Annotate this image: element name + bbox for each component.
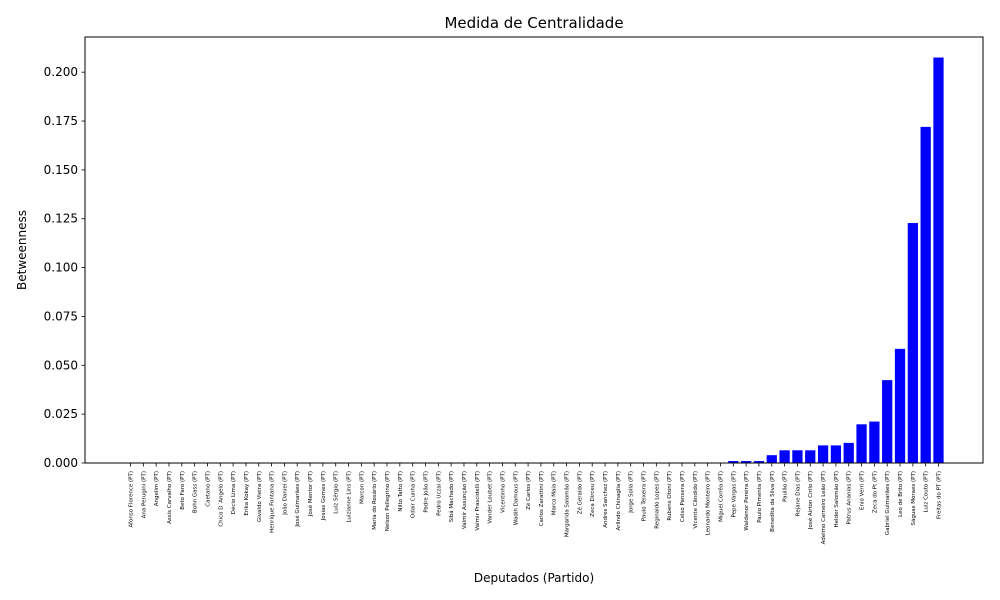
x-tick-label: Leonardo Monteiro (PT) (706, 471, 712, 535)
x-tick-label: Leo de Brito (PT) (898, 471, 904, 517)
bar (907, 223, 918, 463)
x-tick-label: Vander Loubet (PT) (488, 471, 494, 524)
x-tick-label: Assis Carvalho (PT) (167, 471, 173, 524)
x-tick-label: Nelson Pellegrino (PT) (385, 471, 391, 531)
x-axis-label: Deputados (Partido) (474, 571, 594, 585)
x-tick-label: Miguel Corrêa (PT) (717, 471, 724, 522)
x-tick-label: Rejane Dias (PT) (795, 471, 801, 516)
x-tick-label: Sibá Machado (PT) (448, 471, 455, 522)
x-tick-label: João Daniel (PT) (282, 471, 288, 516)
bar (933, 57, 944, 464)
y-tick-label: 0.175 (44, 114, 78, 128)
x-tick-label: Padre João (PT) (423, 471, 429, 513)
x-tick-label: Ságuas Moraes (PT) (910, 471, 917, 526)
x-tick-label: Maria do Rosário (PT) (371, 471, 378, 530)
x-tick-label: Josias Gomes (PT) (321, 471, 327, 521)
x-tick-label: Marcon (PT) (359, 471, 365, 504)
x-tick-label: Carlos Zarattini (PT) (539, 471, 545, 526)
x-tick-label: Freitas do PT (PT) (937, 471, 943, 519)
x-tick-label: Valmir Assunção (PT) (462, 471, 468, 529)
x-tick-label: Angelim (PT) (154, 471, 160, 506)
x-tick-label: Erika Kokay (PT) (244, 471, 250, 516)
bar (805, 450, 816, 463)
y-tick-label: 0.125 (44, 212, 78, 226)
x-tick-label: José Airton Cirilo (PT) (807, 471, 814, 530)
bar (766, 455, 777, 463)
x-tick-label: Henrique Fontana (PT) (270, 471, 276, 533)
x-tick-label: Givaldo Vieira (PT) (257, 471, 263, 522)
x-tick-label: Patrus Ananias (PT) (847, 471, 853, 525)
x-tick-label: Rubens Otoni (PT) (667, 471, 673, 521)
x-tick-label: Paulo Pimenta (PT) (757, 471, 763, 523)
bar (882, 380, 893, 463)
x-tick-label: Paulão (PT) (783, 471, 789, 502)
x-tick-label: Andres Sanchez (PT) (603, 471, 609, 528)
y-tick-label: 0.050 (44, 358, 78, 372)
x-tick-label: Chico D´Angelo (PT) (218, 471, 224, 527)
x-tick-label: Valmir Prascidelli (PT) (475, 471, 481, 531)
bar (856, 424, 867, 463)
x-tick-label: Margarida Salomão (PT) (565, 471, 571, 537)
x-tick-label: José Mentor (PT) (307, 471, 314, 517)
y-tick-label: 0.000 (44, 456, 78, 470)
chart-title: Medida de Centralidade (444, 14, 623, 32)
x-tick-label: Arlindo Chinaglia (PT) (616, 471, 622, 531)
x-tick-label: Enio Verri (PT) (860, 471, 866, 510)
x-tick-label: Waldenor Pereira (PT) (744, 471, 750, 531)
bar (740, 461, 752, 463)
bar (920, 126, 931, 463)
x-tick-label: Jorge Solla (PT) (629, 471, 635, 514)
plot-frame (84, 36, 984, 464)
x-tick-label: Décio Lima (PT) (230, 471, 237, 514)
x-tick-label: Reginaldo Lopes (PT) (654, 471, 660, 529)
bar (843, 442, 854, 463)
x-tick-label: Zeca Dirceu (PT) (590, 471, 596, 517)
x-tick-label: Zé Geraldo (PT) (576, 471, 583, 514)
x-tick-label: Odair Cunha (PT) (411, 471, 417, 518)
y-tick-label: 0.100 (44, 261, 78, 275)
x-tick-label: Wadih Damous (PT) (513, 471, 519, 525)
x-tick-label: Adelmo Carneiro Leão (PT) (821, 471, 827, 544)
x-tick-label: Marco Maia (PT) (552, 471, 558, 515)
x-tick-label: Luizianne Lins (PT) (347, 471, 353, 523)
x-tick-label: Beto Faro (PT) (180, 471, 186, 510)
bar (779, 450, 790, 463)
y-tick-label: 0.200 (44, 65, 78, 79)
bar (728, 461, 739, 463)
x-tick-label: Afonso Florence (PT) (129, 471, 135, 528)
y-ticks-group: 0.000 0.025 0.050 0.075 0.100 0.125 0.150 0.175… (44, 65, 85, 470)
x-tick-label: José Guimarães (PT) (294, 471, 301, 528)
x-tick-label: Vicente Cândido (PT) (692, 471, 699, 529)
x-tick-label: Caetano (PT) (205, 471, 211, 507)
x-tick-label: Bohn Gass (PT) (193, 471, 199, 513)
x-tick-label: Paulo Teixeira (PT) (642, 471, 648, 521)
x-tick-label: Vicentinho (PT) (500, 471, 506, 513)
x-tick-label: Benedita da Silva (PT) (770, 471, 776, 532)
y-tick-label: 0.025 (44, 407, 78, 421)
bar (753, 461, 765, 463)
x-ticks-group: Afonso Florence (PT) Ana Perugini (PT) Ang… (129, 463, 943, 544)
x-tick-label: Zé Carlos (PT) (525, 471, 532, 510)
x-tick-label: Helder Salomão (PT) (834, 471, 840, 528)
x-tick-label: Luiz Sérgio (PT) (333, 471, 340, 514)
x-tick-label: Luiz Couto (PT) (924, 471, 930, 513)
bar (817, 445, 829, 463)
x-tick-label: Zeca do Pt (PT) (872, 471, 878, 513)
bars-group (728, 57, 944, 464)
x-tick-label: Pedro Uczai (PT) (436, 471, 442, 516)
y-tick-label: 0.075 (44, 309, 78, 323)
bar (894, 348, 906, 463)
y-axis-label: Betweenness (15, 210, 29, 290)
bar (830, 445, 842, 463)
x-tick-label: Nilto Tatto (PT) (398, 471, 404, 512)
bar (792, 450, 803, 463)
y-tick-label: 0.150 (44, 163, 78, 177)
x-tick-label: Ana Perugini (PT) (141, 471, 147, 518)
x-tick-label: Pepe Vargas (PT) (731, 471, 737, 517)
x-tick-label: Gabriel Guimarães (PT) (885, 471, 891, 535)
x-tick-label: Celso Pansera (PT) (680, 471, 686, 522)
bar (869, 421, 880, 463)
